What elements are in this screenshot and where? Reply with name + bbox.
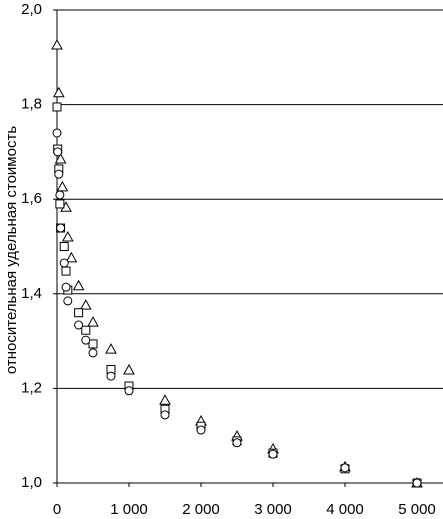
circle-marker [59,258,69,268]
circle-marker [56,223,66,233]
circle-marker [81,335,91,345]
circle-marker [412,478,422,488]
square-marker [74,308,84,318]
circle-marker [61,282,71,292]
x-tick-label: 1 000 [110,501,148,518]
square-marker [55,199,65,209]
circle-marker [55,190,65,200]
square-marker [88,339,98,349]
y-tick-label: 1,8 [21,96,42,113]
circle-marker [268,449,278,459]
circle-marker [63,296,73,306]
circle-marker [54,169,64,179]
x-tick-label: 4 000 [326,501,364,518]
triangle-marker [54,152,67,164]
circle-marker [74,320,84,330]
triangle-marker [159,394,171,405]
circle-marker [88,348,98,358]
y-tick-label: 1,2 [21,379,42,396]
triangle-marker [72,279,85,291]
square-marker [81,325,91,335]
x-tick-label: 5 000 [398,501,436,518]
x-tick-label: 3 000 [254,501,292,518]
y-axis-label: относительная удельная стоимость [3,126,20,374]
circle-marker [124,386,134,396]
x-tick-label: 2 000 [182,501,220,518]
circle-marker [196,425,206,435]
circle-marker [232,438,242,448]
circle-marker [53,147,63,157]
triangle-marker [123,363,135,375]
triangle-marker [61,231,74,242]
triangle-marker [65,251,78,263]
triangle-marker [52,86,65,98]
square-marker [52,102,62,112]
x-tick-label: 0 [53,501,61,518]
y-tick-label: 1,0 [21,474,42,491]
y-tick-label: 1,6 [21,190,42,207]
circle-marker [340,463,350,473]
circle-marker [106,371,116,381]
triangle-marker [56,180,69,192]
circle-marker [160,410,170,420]
y-tick-label: 2,0 [21,1,42,18]
square-marker [59,242,69,251]
square-marker [61,266,71,276]
triangle-marker [105,343,117,354]
circle-marker [52,128,62,138]
triangle-marker [79,299,92,310]
triangle-marker [87,316,99,327]
y-tick-label: 1,4 [21,285,42,302]
triangle-marker [51,38,63,50]
